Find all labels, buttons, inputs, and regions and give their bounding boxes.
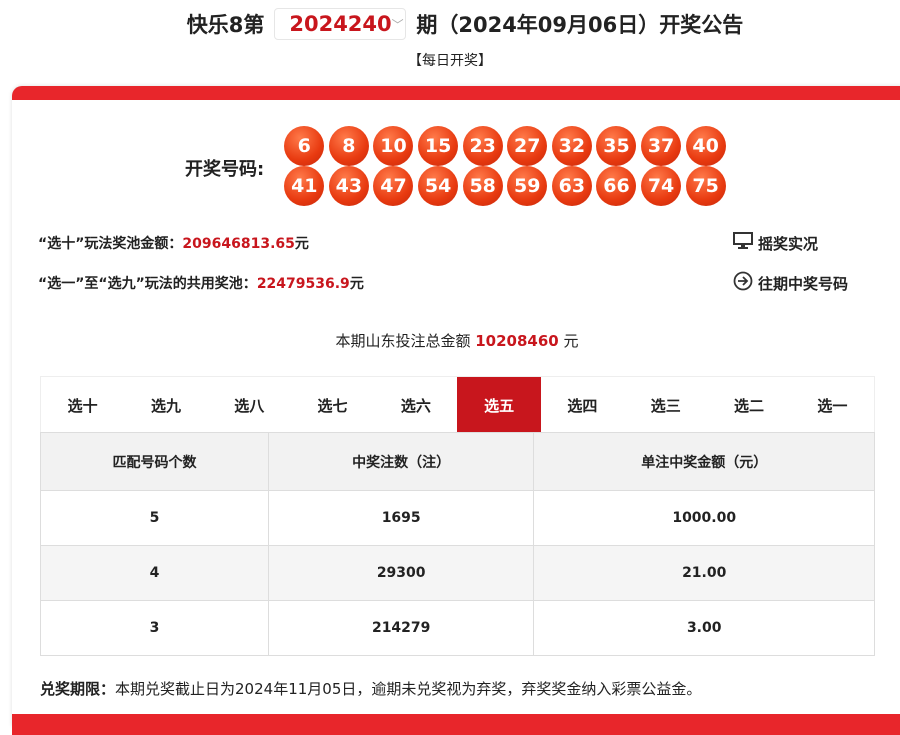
number-ball: 35 [594, 126, 639, 166]
tab-1[interactable]: 选十 [67, 396, 98, 415]
table-row: 3 214279 3.00 [40, 600, 875, 656]
tab-2[interactable]: 选九 [150, 396, 181, 415]
table-row: 5 1695 1000.00 [40, 490, 875, 546]
title-suffix: 期（2024年09月06日）开奖公告 [416, 13, 744, 37]
tab-9[interactable]: 选二 [734, 396, 765, 415]
cell: 1695 [267, 490, 535, 546]
number-ball: 32 [550, 126, 595, 166]
number-ball: 40 [683, 126, 728, 166]
number-ball: 74 [639, 166, 684, 206]
number-ball: 58 [460, 166, 505, 206]
tab-8[interactable]: 选三 [650, 396, 681, 415]
page-title: 快乐8第 2024240 ﹀ 期（2024年09月06日）开奖公告 [0, 8, 900, 40]
number-ball: 47 [371, 166, 416, 206]
cell: 5 [40, 490, 269, 546]
cell: 1000.00 [533, 490, 875, 546]
tab-10[interactable]: 选一 [817, 396, 848, 415]
issue-select[interactable]: 2024240 ﹀ [274, 8, 407, 40]
shared-pool: “选一”至“选九”玩法的共用奖池：22479536.9元 [38, 276, 364, 292]
monitor-icon [733, 232, 753, 254]
issue-value: 2024240 [289, 12, 392, 36]
draw-numbers: 6 8 10 15 23 27 32 35 37 40 41 43 47 54 58 59 63 66 74 75 [282, 126, 732, 206]
number-ball: 37 [639, 126, 684, 166]
tab-5[interactable]: 选六 [400, 396, 431, 415]
header-winners: 中奖注数（注） [267, 432, 535, 491]
bottom-bar [12, 714, 900, 735]
pick10-pool: “选十”玩法奖池金额：209646813.65元 [38, 236, 309, 252]
number-ball: 27 [505, 126, 550, 166]
history-link[interactable]: 往期中奖号码 [733, 271, 848, 295]
chevron-down-icon: ﹀ [391, 17, 404, 32]
number-ball: 54 [416, 166, 461, 206]
arrow-circle-icon [733, 271, 753, 295]
number-ball: 6 [282, 126, 327, 166]
number-ball: 43 [327, 166, 372, 206]
number-ball: 59 [505, 166, 550, 206]
cell: 214279 [267, 600, 535, 656]
draw-label: 开奖号码: [185, 159, 265, 180]
title-prefix: 快乐8第 [186, 13, 265, 37]
cell: 21.00 [533, 545, 875, 601]
tab-6[interactable]: 选五 [457, 377, 541, 433]
pick10-pool-value: 209646813.65 [182, 236, 295, 252]
cell: 29300 [267, 545, 535, 601]
number-ball: 75 [683, 166, 728, 206]
number-ball: 8 [327, 126, 372, 166]
header-match-count: 匹配号码个数 [40, 432, 269, 491]
subtitle: 【每日开奖】 [408, 53, 492, 69]
tab-4[interactable]: 选七 [317, 396, 348, 415]
redemption-notice: 兑奖期限：本期兑奖截止日为2024年11月05日，逾期未兑奖视为弃奖，弃奖奖金纳… [40, 680, 702, 698]
play-type-tabs: 选十 选九 选八 选七 选六 选五 选四 选三 选二 选一 [40, 376, 875, 433]
total-sales-value: 10208460 [475, 332, 559, 350]
header-prize: 单注中奖金额（元） [533, 432, 875, 491]
live-draw-link[interactable]: 摇奖实况 [733, 232, 818, 254]
number-ball: 23 [460, 126, 505, 166]
cell: 4 [40, 545, 269, 601]
number-ball: 41 [282, 166, 327, 206]
number-ball: 10 [371, 126, 416, 166]
tab-7[interactable]: 选四 [567, 396, 598, 415]
cell: 3 [40, 600, 269, 656]
cell: 3.00 [533, 600, 875, 656]
table-row: 4 29300 21.00 [40, 545, 875, 601]
number-ball: 15 [416, 126, 461, 166]
tab-3[interactable]: 选八 [234, 396, 265, 415]
total-sales: 本期山东投注总金额 10208460 元 [335, 332, 579, 350]
number-ball: 66 [594, 166, 639, 206]
shared-pool-value: 22479536.9 [256, 276, 350, 292]
number-ball: 63 [550, 166, 595, 206]
